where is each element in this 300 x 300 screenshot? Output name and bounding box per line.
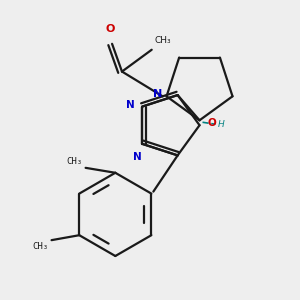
- Text: N: N: [125, 100, 134, 110]
- Text: O: O: [208, 118, 216, 128]
- Text: CH₃: CH₃: [155, 36, 171, 45]
- Text: N: N: [133, 152, 142, 162]
- Text: CH₃: CH₃: [67, 157, 82, 166]
- Text: O: O: [105, 24, 115, 34]
- Text: N: N: [153, 89, 163, 99]
- Text: CH₃: CH₃: [32, 242, 49, 251]
- Text: H: H: [218, 120, 224, 129]
